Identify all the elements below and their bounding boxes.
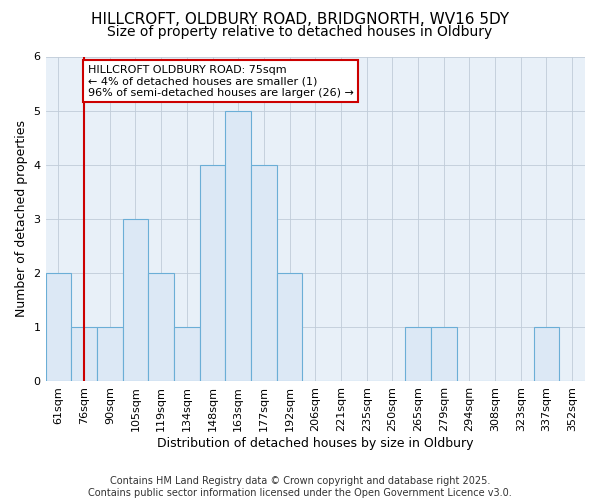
Bar [431,328,457,382]
Bar [226,110,251,382]
Bar [251,165,277,382]
Bar [277,273,302,382]
Text: Contains HM Land Registry data © Crown copyright and database right 2025.
Contai: Contains HM Land Registry data © Crown c… [88,476,512,498]
Bar [533,328,559,382]
Text: HILLCROFT OLDBURY ROAD: 75sqm
← 4% of detached houses are smaller (1)
96% of sem: HILLCROFT OLDBURY ROAD: 75sqm ← 4% of de… [88,64,354,98]
Bar [71,328,97,382]
Bar [200,165,226,382]
Bar [46,273,71,382]
Y-axis label: Number of detached properties: Number of detached properties [15,120,28,318]
Text: Size of property relative to detached houses in Oldbury: Size of property relative to detached ho… [107,25,493,39]
Text: HILLCROFT, OLDBURY ROAD, BRIDGNORTH, WV16 5DY: HILLCROFT, OLDBURY ROAD, BRIDGNORTH, WV1… [91,12,509,28]
Bar [405,328,431,382]
Bar [97,328,122,382]
Bar [174,328,200,382]
X-axis label: Distribution of detached houses by size in Oldbury: Distribution of detached houses by size … [157,437,473,450]
Bar [122,219,148,382]
Bar [148,273,174,382]
